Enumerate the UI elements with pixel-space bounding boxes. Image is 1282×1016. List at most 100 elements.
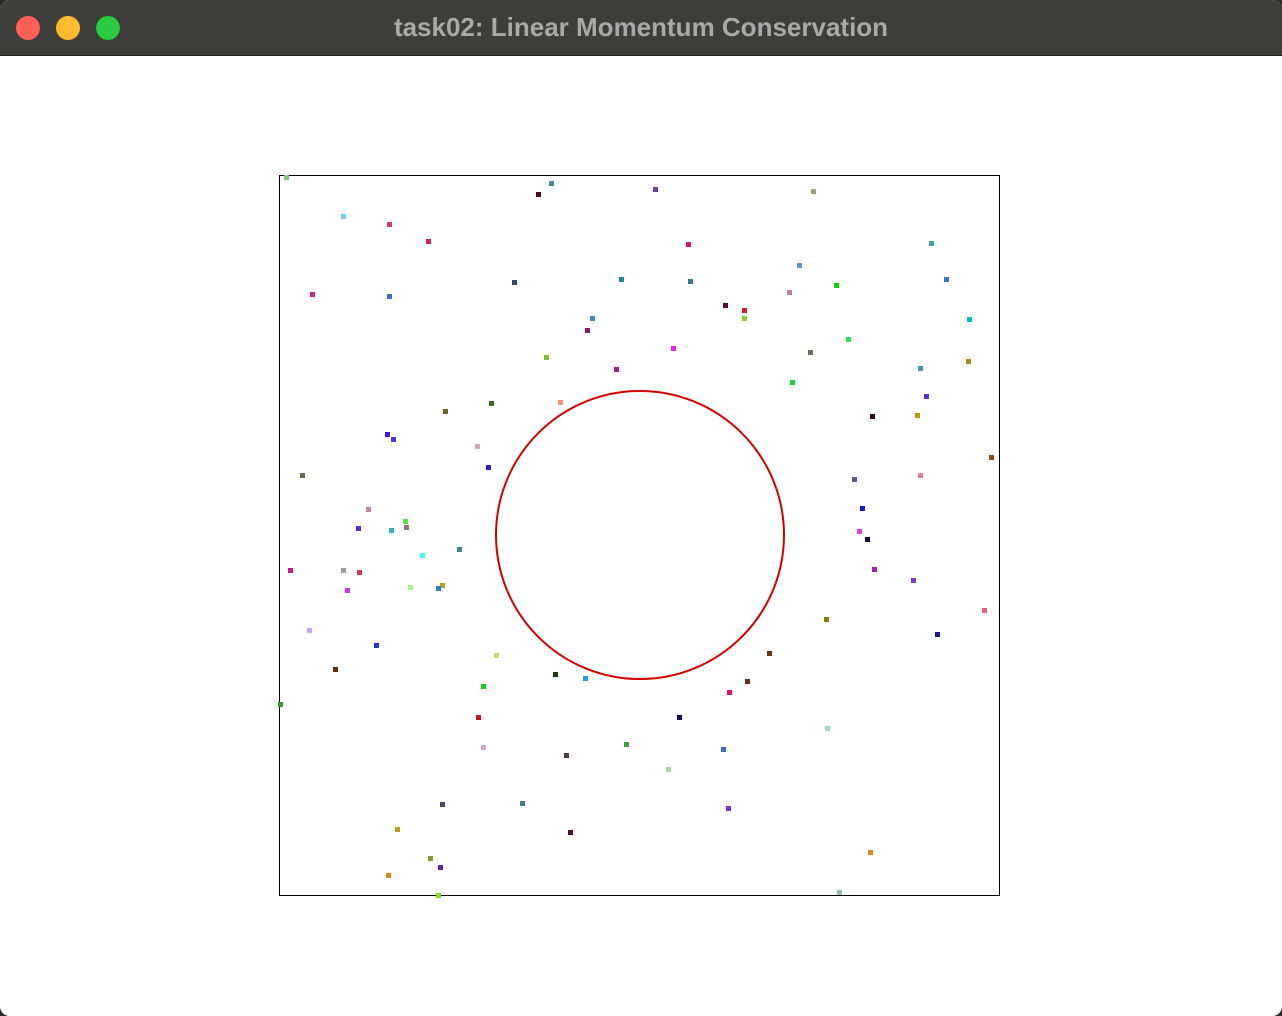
particle (585, 328, 590, 333)
particle (721, 747, 726, 752)
particle (387, 222, 392, 227)
particle (868, 850, 873, 855)
particle (391, 437, 396, 442)
particle (837, 890, 842, 895)
particle (653, 187, 658, 192)
particle (558, 400, 563, 405)
particle (726, 806, 731, 811)
particle (356, 526, 361, 531)
particle (333, 667, 338, 672)
particle (808, 350, 813, 355)
particle (481, 684, 486, 689)
particle (797, 263, 802, 268)
particle (619, 277, 624, 282)
particle (475, 444, 480, 449)
particle (924, 394, 929, 399)
particle (374, 643, 379, 648)
close-button[interactable] (16, 16, 40, 40)
simulation-scene (278, 175, 1000, 898)
particle (614, 367, 619, 372)
particle (481, 745, 486, 750)
particle (727, 690, 732, 695)
particle (549, 181, 554, 186)
particle (989, 455, 994, 460)
particle (307, 628, 312, 633)
particle (872, 567, 877, 572)
particle (284, 175, 289, 180)
particle (443, 409, 448, 414)
particle (929, 241, 934, 246)
particle (824, 617, 829, 622)
particle (918, 473, 923, 478)
minimize-button[interactable] (56, 16, 80, 40)
particle (389, 528, 394, 533)
particle (745, 679, 750, 684)
particle (436, 893, 441, 898)
particle (811, 189, 816, 194)
particle (300, 473, 305, 478)
particle (288, 568, 293, 573)
particle (553, 672, 558, 677)
particle (436, 586, 441, 591)
particle (935, 632, 940, 637)
particle (982, 608, 987, 613)
particle (742, 316, 747, 321)
particle (386, 873, 391, 878)
particle (457, 547, 462, 552)
particle (686, 242, 691, 247)
particle (278, 702, 283, 707)
zoom-button[interactable] (96, 16, 120, 40)
particle (395, 827, 400, 832)
particle (852, 477, 857, 482)
particle (918, 366, 923, 371)
particle (742, 308, 747, 313)
particle (520, 801, 525, 806)
particle (915, 413, 920, 418)
particle (583, 676, 588, 681)
particle (966, 359, 971, 364)
particle (723, 303, 728, 308)
particle (624, 742, 629, 747)
particle (911, 578, 916, 583)
particle (564, 753, 569, 758)
simulation-boundary-box (279, 175, 1000, 896)
particle (671, 346, 676, 351)
particle (476, 715, 481, 720)
particle (420, 553, 425, 558)
particle (426, 239, 431, 244)
particle (666, 767, 671, 772)
title-bar[interactable]: task02: Linear Momentum Conservation (0, 0, 1282, 56)
particle (677, 715, 682, 720)
particle (787, 290, 792, 295)
particle (486, 465, 491, 470)
particle (846, 337, 851, 342)
particle (834, 283, 839, 288)
particle (387, 294, 392, 299)
particle (767, 651, 772, 656)
particle (440, 583, 445, 588)
particle (512, 280, 517, 285)
particle (438, 865, 443, 870)
particle (544, 355, 549, 360)
particle (428, 856, 433, 861)
window-title: task02: Linear Momentum Conservation (393, 12, 889, 42)
particle (345, 588, 350, 593)
particle (568, 830, 573, 835)
particle (385, 432, 390, 437)
particle (440, 802, 445, 807)
particle (408, 585, 413, 590)
particle (310, 292, 315, 297)
particle (403, 519, 408, 524)
particle (860, 506, 865, 511)
particle (494, 653, 499, 658)
particle (944, 277, 949, 282)
particle (967, 317, 972, 322)
circular-obstacle (495, 390, 785, 680)
particle (870, 414, 875, 419)
particles-group (278, 175, 994, 898)
particle (489, 401, 494, 406)
particle (404, 525, 409, 530)
particle (341, 214, 346, 219)
particle (688, 279, 693, 284)
